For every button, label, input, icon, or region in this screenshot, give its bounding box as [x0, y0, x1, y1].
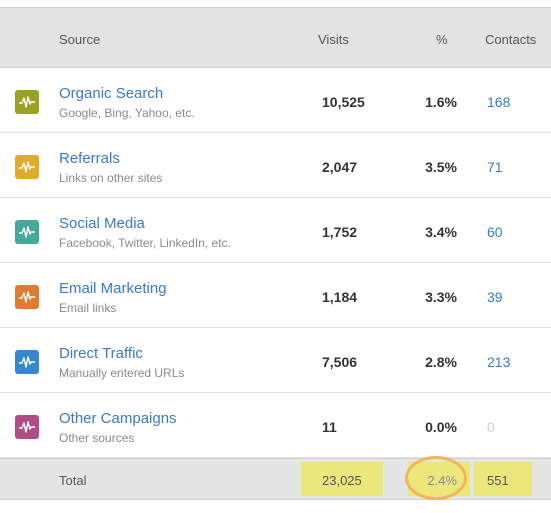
visits-value: 10,525 [322, 94, 365, 110]
table-row: Email Marketing Email links 1,184 3.3% 39 [0, 263, 551, 328]
column-header-percent[interactable]: % [436, 32, 448, 47]
contacts-link[interactable]: 168 [487, 94, 511, 110]
percent-value: 3.3% [425, 289, 457, 305]
total-contacts: 551 [487, 473, 509, 488]
activity-icon [15, 155, 39, 179]
source-name-link[interactable]: Email Marketing [59, 280, 167, 297]
total-visits: 23,025 [322, 473, 362, 488]
total-label: Total [59, 473, 87, 488]
source-description: Links on other sites [59, 171, 163, 185]
source-name-link[interactable]: Referrals [59, 150, 120, 167]
source-description: Manually entered URLs [59, 366, 185, 380]
contacts-link[interactable]: 60 [487, 224, 503, 240]
visits-value: 1,184 [322, 289, 358, 305]
column-header-source[interactable]: Source [59, 32, 101, 47]
column-header-contacts[interactable]: Contacts [485, 32, 537, 47]
table-header: Source Visits % Contacts [0, 7, 551, 68]
contacts-link[interactable]: 71 [487, 159, 503, 175]
source-name-link[interactable]: Social Media [59, 215, 145, 232]
percent-value: 0.0% [425, 419, 457, 435]
activity-icon [15, 415, 39, 439]
source-name-link[interactable]: Direct Traffic [59, 345, 143, 362]
sources-table: Source Visits % Contacts Organic Search G… [0, 7, 551, 500]
contacts-link: 0 [487, 419, 495, 435]
activity-icon [15, 90, 39, 114]
total-contacts-highlight [474, 462, 532, 496]
activity-icon [15, 220, 39, 244]
visits-value: 7,506 [322, 354, 358, 370]
source-description: Other sources [59, 431, 135, 445]
table-row: Referrals Links on other sites 2,047 3.5% 71 [0, 133, 551, 198]
table-row: Other Campaigns Other sources 11 0.0% 0 [0, 393, 551, 458]
activity-icon [15, 285, 39, 309]
table-row: Organic Search Google, Bing, Yahoo, etc. 1… [0, 68, 551, 133]
total-row: Total 23,025 2.4% 551 [0, 456, 551, 500]
table-body: Organic Search Google, Bing, Yahoo, etc. 1… [0, 68, 551, 458]
source-name-link[interactable]: Organic Search [59, 85, 164, 102]
percent-value: 3.4% [425, 224, 457, 240]
activity-icon [15, 350, 39, 374]
percent-value: 3.5% [425, 159, 457, 175]
highlight-circle-annotation [405, 456, 467, 500]
visits-value: 2,047 [322, 159, 358, 175]
visits-value: 11 [322, 419, 337, 435]
table-row: Social Media Facebook, Twitter, LinkedIn,… [0, 198, 551, 263]
contacts-link[interactable]: 213 [487, 354, 511, 370]
percent-value: 2.8% [425, 354, 457, 370]
source-name-link[interactable]: Other Campaigns [59, 410, 177, 427]
visits-value: 1,752 [322, 224, 358, 240]
column-header-visits[interactable]: Visits [318, 32, 349, 47]
source-description: Facebook, Twitter, LinkedIn, etc. [59, 236, 231, 250]
source-description: Google, Bing, Yahoo, etc. [59, 106, 195, 120]
contacts-link[interactable]: 39 [487, 289, 503, 305]
table-row: Direct Traffic Manually entered URLs 7,506… [0, 328, 551, 393]
total-visits-highlight [301, 462, 383, 496]
percent-value: 1.6% [425, 94, 457, 110]
source-description: Email links [59, 301, 117, 315]
